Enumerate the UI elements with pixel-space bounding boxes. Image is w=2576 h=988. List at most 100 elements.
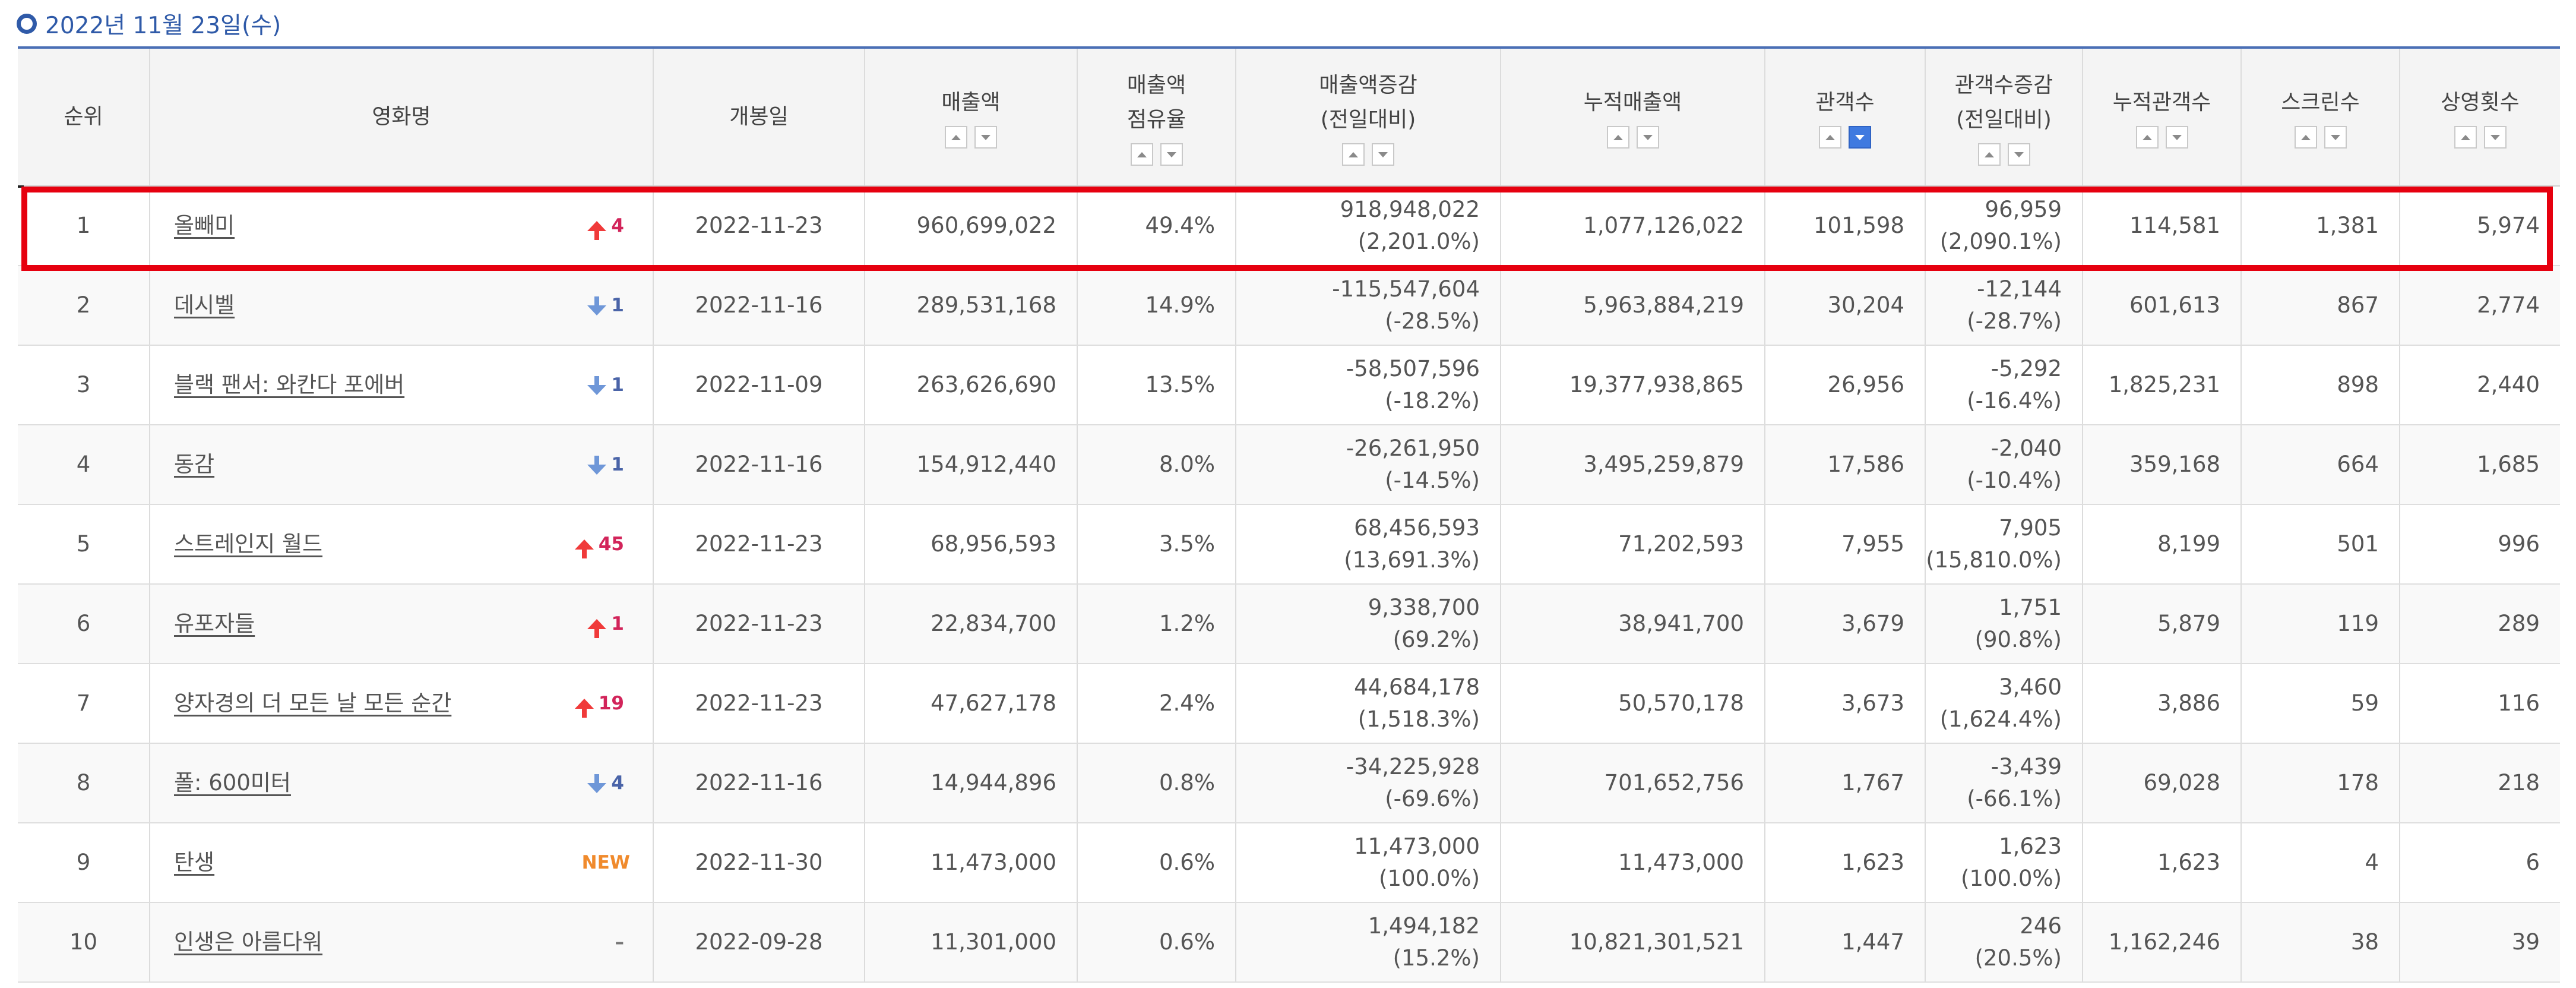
date-text: 2022년 11월 23일(수) [45,12,281,39]
arrow-up-icon [574,698,594,718]
movie-title-link[interactable]: 스트레인지 월드 [174,531,323,557]
audience-change-cell: 1,623 (100.0%) [1925,823,2083,903]
sort-descending-icon[interactable] [2324,126,2347,149]
movie-title-cell: 폴: 600미터 4 [149,743,653,823]
rank-change-value: 1 [611,454,624,475]
date-heading: 2022년 11월 23일(수) [17,7,281,40]
arrow-down-icon [587,774,607,793]
rank-cell: 1 [18,186,150,266]
movie-title-cell: 블랙 팬서: 와칸다 포에버 1 [149,345,653,425]
audience-change-cell-percent: (-28.7%) [1967,308,2062,334]
sort-ascending-icon[interactable] [1819,126,1841,149]
rank-change-indicator: – [615,926,625,958]
screens-cell: 178 [2240,743,2400,823]
rank-cell: 2 [18,266,150,346]
release-date-cell: 2022-11-16 [653,425,865,505]
sort-ascending-icon[interactable] [945,126,967,149]
audience-change-cell-value: 1,623 [1999,834,2062,859]
audience-cell: 1,767 [1764,743,1925,823]
col-header-cum-audience: 누적관객수 [2082,49,2241,187]
col-header-sales-change: 매출액증감 (전일대비) [1235,49,1501,187]
sort-ascending-icon[interactable] [1977,143,2001,166]
sales-change-cell: 44,684,178 (1,518.3%) [1235,664,1501,744]
shows-cell: 5,974 [2399,186,2560,266]
sort-descending-icon[interactable] [974,126,997,149]
shows-cell: 2,774 [2399,266,2560,346]
table-body: 1 올빼미 4 2022-11-23 960,699,022 49.4% 918,948,0… [18,186,2560,983]
movie-title-link[interactable]: 양자경의 더 모든 날 모든 순간 [174,690,452,716]
audience-change-cell-percent: (100.0%) [1961,866,2062,891]
table-row: 1 올빼미 4 2022-11-23 960,699,022 49.4% 918,948,0… [18,186,2560,266]
sort-descending-icon[interactable] [2007,143,2030,166]
sales-change-cell-value: -115,547,604 [1332,276,1480,302]
movie-title-link[interactable]: 블랙 팬서: 와칸다 포에버 [174,372,405,397]
share-cell: 0.6% [1077,902,1236,983]
share-cell: 0.8% [1077,743,1236,823]
table-row: 4 동감 1 2022-11-16 154,912,440 8.0% -26,261,950… [18,425,2560,505]
release-date-cell: 2022-11-16 [653,743,865,823]
cum-audience-cell: 1,162,246 [2082,902,2241,983]
sales-cell: 68,956,593 [864,504,1077,585]
movie-title-link[interactable]: 유포자들 [174,611,255,636]
share-cell: 1.2% [1077,584,1236,664]
sales-change-cell-value: 11,473,000 [1354,834,1480,859]
movie-title-link[interactable]: 데시벨 [174,292,235,318]
table-row: 3 블랙 팬서: 와칸다 포에버 1 2022-11-09 263,626,690 13.… [18,345,2560,425]
sort-descending-icon[interactable] [1160,143,1183,166]
sort-descending-icon[interactable] [1372,143,1394,166]
rank-cell: 5 [18,504,150,585]
movie-title-link[interactable]: 탄생 [174,850,215,875]
table-row: 8 폴: 600미터 4 2022-11-16 14,944,896 0.8% -34,22… [18,743,2560,823]
sort-ascending-icon[interactable] [1130,143,1153,166]
screens-cell: 38 [2240,902,2400,983]
arrow-down-icon [587,455,607,475]
audience-cell: 17,586 [1764,425,1925,505]
audience-change-cell-value: 3,460 [1999,674,2062,700]
rank-change-value: NEW [581,852,630,873]
sort-descending-icon[interactable] [2165,126,2188,149]
sales-change-cell-value: -34,225,928 [1346,754,1480,779]
sort-descending-active-icon[interactable] [1849,126,1871,149]
movie-title-link[interactable]: 동감 [174,452,215,477]
audience-cell: 3,679 [1764,584,1925,664]
sort-controls-screens [2242,126,2399,149]
movie-title-cell: 데시벨 1 [149,266,653,346]
sales-change-cell-percent: (15.2%) [1393,945,1480,971]
sort-descending-icon[interactable] [1636,126,1659,149]
col-header-screens: 스크린수 [2240,49,2400,187]
movie-title-link[interactable]: 올빼미 [174,213,235,238]
sort-ascending-icon[interactable] [2454,126,2477,149]
rank-cell: 7 [18,664,150,744]
arrow-down-icon [587,375,607,395]
audience-cell: 30,204 [1764,266,1925,346]
table-row: 5 스트레인지 월드 45 2022-11-23 68,956,593 3.5% 68,45… [18,504,2560,585]
rank-change-value: 45 [598,534,624,555]
release-date-cell: 2022-11-30 [653,823,865,903]
shows-cell: 218 [2399,743,2560,823]
cum-sales-cell: 19,377,938,865 [1500,345,1765,425]
audience-change-cell-percent: (1,624.4%) [1939,706,2062,732]
share-cell: 2.4% [1077,664,1236,744]
sales-change-cell-value: 44,684,178 [1354,674,1480,700]
arrow-down-icon [587,296,607,315]
audience-cell: 1,623 [1764,823,1925,903]
cum-sales-cell: 38,941,700 [1500,584,1765,664]
sort-descending-icon[interactable] [2483,126,2507,149]
audience-change-cell: 3,460 (1,624.4%) [1925,664,2083,744]
sort-ascending-icon[interactable] [2294,126,2317,149]
sort-ascending-icon[interactable] [1606,126,1629,149]
sort-controls-sales [865,126,1077,149]
audience-change-cell-percent: (-16.4%) [1967,388,2062,413]
movie-title-link[interactable]: 인생은 아름다워 [174,929,323,955]
sort-ascending-icon[interactable] [1342,143,1365,166]
rank-change-value: 4 [611,215,624,236]
col-header-sales-label: 매출액 [941,90,1001,115]
sort-ascending-icon[interactable] [2135,126,2159,149]
shows-cell: 996 [2399,504,2560,585]
audience-change-cell-value: 96,959 [1985,197,2062,222]
movie-title-link[interactable]: 폴: 600미터 [174,770,291,796]
shows-cell: 116 [2399,664,2560,744]
audience-change-cell-percent: (90.8%) [1974,627,2062,652]
screens-cell: 119 [2240,584,2400,664]
share-cell: 49.4% [1077,186,1236,266]
